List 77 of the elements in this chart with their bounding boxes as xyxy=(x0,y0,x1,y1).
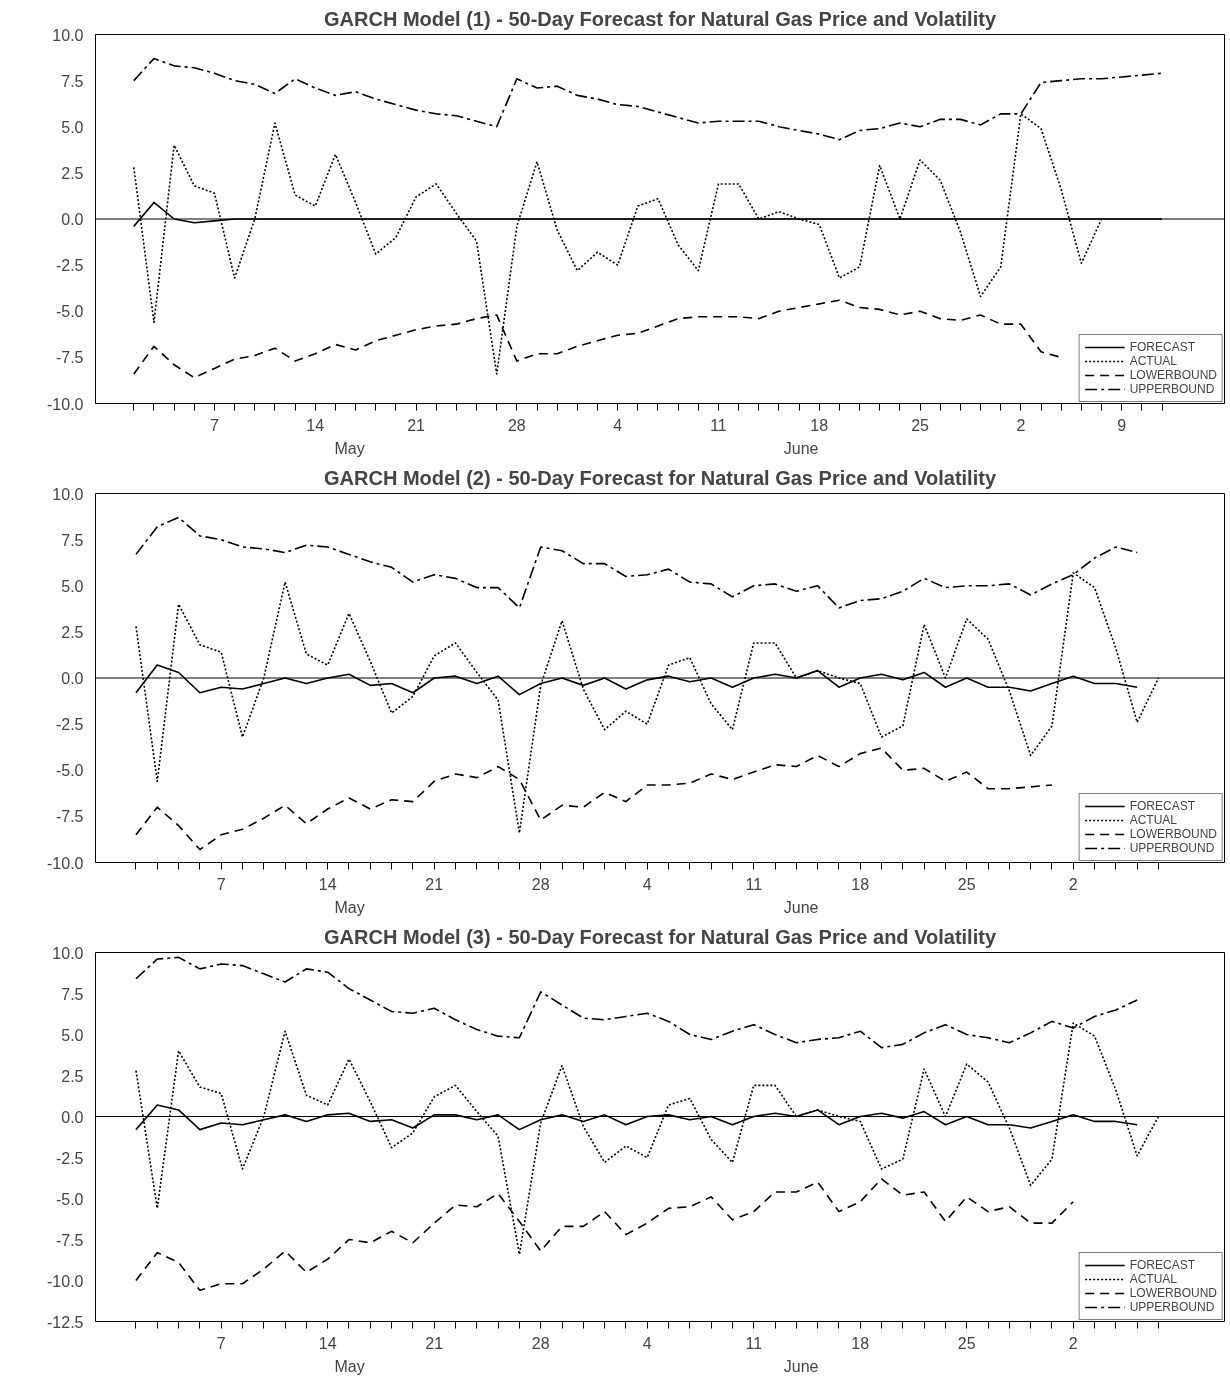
y-tick-label: -7.5 xyxy=(55,1231,84,1249)
legend-label: FORECAST xyxy=(1129,799,1195,813)
y-tick-label: 0.0 xyxy=(61,670,84,687)
x-tick-label: 2 xyxy=(1016,416,1026,434)
chart-title: GARCH Model (1) - 50-Day Forecast for Natural Gas Price and Volatility xyxy=(323,7,997,30)
legend-label: UPPERBOUND xyxy=(1129,841,1215,855)
legend-label: LOWERBOUND xyxy=(1129,368,1217,382)
y-tick-label: -2.5 xyxy=(55,1149,84,1167)
x-tick-label: 18 xyxy=(851,1334,870,1352)
text: June xyxy=(783,898,819,916)
y-tick-label: 5.0 xyxy=(61,577,84,595)
y-tick-label: 2.5 xyxy=(61,623,84,641)
text: May xyxy=(334,1357,365,1375)
y-tick-label: -5.0 xyxy=(55,303,84,321)
x-tick-label: 4 xyxy=(642,875,652,893)
legend-label: FORECAST xyxy=(1129,340,1195,354)
legend-label: ACTUAL xyxy=(1129,813,1177,827)
x-tick-label: 7 xyxy=(216,875,226,893)
legend-label: LOWERBOUND xyxy=(1129,1286,1217,1300)
y-tick-label: -7.5 xyxy=(55,349,84,367)
x-tick-label: 21 xyxy=(425,1334,444,1352)
legend-label: UPPERBOUND xyxy=(1129,1300,1215,1314)
y-tick-label: 10.0 xyxy=(52,944,84,962)
y-tick-label: -5.0 xyxy=(55,762,84,780)
text: June xyxy=(783,1357,819,1375)
x-tick-label: 7 xyxy=(210,416,219,434)
legend-label: FORECAST xyxy=(1129,1258,1195,1272)
x-tick-label: 21 xyxy=(407,416,426,434)
y-tick-label: 10.0 xyxy=(52,485,84,503)
x-tick-label: 7 xyxy=(216,1334,226,1352)
y-tick-label: -5.0 xyxy=(55,1190,84,1208)
x-tick-label: 4 xyxy=(613,416,623,434)
x-tick-label: 9 xyxy=(1117,416,1127,434)
x-tick-label: 2 xyxy=(1068,875,1078,893)
x-tick-label: 21 xyxy=(425,875,444,893)
text: May xyxy=(334,439,365,457)
x-tick-label: 14 xyxy=(306,416,325,434)
x-tick-label: 28 xyxy=(507,416,526,434)
x-tick-label: 11 xyxy=(745,875,763,893)
x-tick-label: 14 xyxy=(318,1334,337,1352)
x-tick-label: 11 xyxy=(745,1334,763,1352)
x-tick-label: 25 xyxy=(911,416,930,434)
chart-title: GARCH Model (3) - 50-Day Forecast for Natural Gas Price and Volatility xyxy=(323,925,997,948)
legend-label: ACTUAL xyxy=(1129,1272,1177,1286)
text: June xyxy=(783,439,819,457)
x-tick-label: 14 xyxy=(318,875,337,893)
y-tick-label: 10.0 xyxy=(52,26,84,44)
y-tick-label: 7.5 xyxy=(61,985,84,1003)
x-tick-label: 18 xyxy=(810,416,829,434)
x-tick-label: 28 xyxy=(531,875,550,893)
legend-label: UPPERBOUND xyxy=(1129,382,1215,396)
x-tick-label: 4 xyxy=(642,1334,652,1352)
x-tick-label: 28 xyxy=(531,1334,550,1352)
x-tick-label: 11 xyxy=(710,416,727,434)
y-tick-label: 0.0 xyxy=(61,211,84,228)
x-tick-label: 25 xyxy=(957,875,976,893)
text: May xyxy=(334,898,365,916)
legend-label: ACTUAL xyxy=(1129,354,1177,368)
y-tick-label: -7.5 xyxy=(55,808,84,826)
y-tick-label: 7.5 xyxy=(61,531,84,549)
x-tick-label: 2 xyxy=(1068,1334,1078,1352)
y-tick-label: 2.5 xyxy=(61,1067,84,1085)
x-tick-label: 25 xyxy=(957,1334,976,1352)
y-tick-label: -10.0 xyxy=(47,854,84,872)
y-tick-label: -10.0 xyxy=(47,395,84,413)
chart-title: GARCH Model (2) - 50-Day Forecast for Natural Gas Price and Volatility xyxy=(323,466,997,489)
y-tick-label: 5.0 xyxy=(61,1026,84,1044)
y-tick-label: -12.5 xyxy=(47,1313,84,1331)
x-tick-label: 18 xyxy=(851,875,870,893)
y-tick-label: -10.0 xyxy=(47,1272,84,1290)
y-tick-label: 7.5 xyxy=(61,72,84,90)
y-tick-label: 0.0 xyxy=(61,1108,84,1126)
y-tick-label: -2.5 xyxy=(55,716,84,734)
legend-label: LOWERBOUND xyxy=(1129,827,1217,841)
y-tick-label: 5.0 xyxy=(61,118,84,136)
y-tick-label: 2.5 xyxy=(61,164,84,182)
y-tick-label: -2.5 xyxy=(55,257,84,275)
